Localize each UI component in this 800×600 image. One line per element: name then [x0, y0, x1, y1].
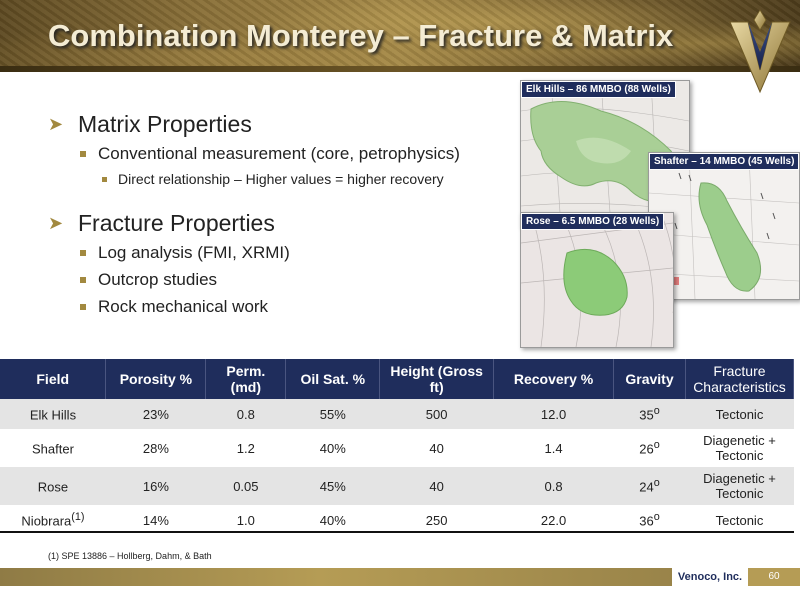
cell-field: Rose [0, 467, 106, 505]
cell-recovery: 12.0 [493, 399, 614, 429]
cell-field: Elk Hills [0, 399, 106, 429]
cell-gravity: 24o [613, 467, 686, 505]
table-bottom-rule [0, 531, 794, 533]
map-rose-image [521, 213, 673, 347]
cell-gravity: 26o [613, 429, 686, 467]
cell-fracture: Diagenetic + Tectonic [685, 429, 794, 467]
bullet-fracture-item: Outcrop studies [48, 266, 508, 293]
cell-height: 250 [379, 505, 494, 535]
footnote: (1) SPE 13886 – Hollberg, Dahm, & Bath [48, 551, 212, 561]
bullet-matrix-sub-text: Conventional measurement (core, petrophy… [98, 144, 460, 163]
square-bullet-icon [80, 151, 86, 157]
cell-fracture: Tectonic [685, 399, 794, 429]
table-row: Rose 16% 0.05 45% 40 0.8 24o Diagenetic … [0, 467, 794, 505]
col-header-fracture: Fracture Characteristics [685, 359, 795, 399]
cell-height: 40 [379, 467, 494, 505]
col-header-porosity: Porosity % [105, 359, 207, 399]
col-header-height: Height (Gross ft) [379, 359, 495, 399]
table-header-row: Field Porosity % Perm. (md) Oil Sat. % H… [0, 359, 795, 399]
bullet-matrix-sub: Conventional measurement (core, petrophy… [48, 140, 508, 167]
bullet-fracture-item-text: Outcrop studies [98, 270, 218, 289]
map-elk-hills-label: Elk Hills – 86 MMBO (88 Wells) [521, 81, 676, 98]
bullet-matrix-heading: Matrix Properties [78, 111, 252, 137]
map-rose: Rose – 6.5 MMBO (28 Wells) [520, 212, 674, 348]
square-bullet-icon [80, 250, 86, 256]
cell-porosity: 16% [105, 467, 206, 505]
cell-oil-sat: 40% [285, 505, 380, 535]
col-header-field: Field [0, 359, 107, 399]
footer-company: Venoco, Inc. [672, 566, 748, 588]
bullet-fracture-item: Rock mechanical work [48, 293, 508, 320]
map-shafter-label: Shafter – 14 MMBO (45 Wells) [649, 153, 799, 170]
page-number: 60 [748, 568, 800, 586]
bullet-fracture: ➤ Fracture Properties [48, 207, 508, 239]
table-row: Elk Hills 23% 0.8 55% 500 12.0 35o Tecto… [0, 399, 794, 429]
bullet-matrix: ➤ Matrix Properties [48, 108, 508, 140]
square-bullet-icon [102, 177, 107, 182]
cell-porosity: 28% [105, 429, 206, 467]
square-bullet-icon [80, 304, 86, 310]
venoco-logo-icon [729, 9, 791, 94]
col-header-gravity: Gravity [613, 359, 686, 399]
bullet-matrix-detail: Direct relationship – Higher values = hi… [48, 167, 508, 191]
bullet-fracture-item-text: Rock mechanical work [98, 297, 269, 316]
cell-porosity: 14% [105, 505, 206, 535]
col-header-recovery: Recovery % [493, 359, 614, 399]
cell-porosity: 23% [105, 399, 206, 429]
col-header-perm: Perm. (md) [205, 359, 287, 399]
cell-fracture: Diagenetic + Tectonic [685, 467, 794, 505]
table-row: Niobrara(1) 14% 1.0 40% 250 22.0 36o Tec… [0, 505, 794, 535]
cell-recovery: 1.4 [493, 429, 614, 467]
map-rose-label: Rose – 6.5 MMBO (28 Wells) [521, 213, 665, 230]
cell-perm: 0.05 [205, 467, 286, 505]
map-elk-hills: Elk Hills – 86 MMBO (88 Wells) [520, 80, 690, 228]
bullet-list: ➤ Matrix Properties Conventional measure… [48, 108, 508, 320]
cell-oil-sat: 40% [285, 429, 380, 467]
cell-height: 40 [379, 429, 494, 467]
cell-gravity: 36o [613, 505, 686, 535]
header-divider [0, 66, 800, 72]
map-shafter-image [649, 153, 799, 299]
slide-title: Combination Monterey – Fracture & Matrix [48, 18, 674, 53]
cell-oil-sat: 55% [285, 399, 380, 429]
arrow-bullet-icon: ➤ [48, 114, 64, 134]
cell-recovery: 22.0 [493, 505, 614, 535]
footer-bar [0, 568, 800, 586]
cell-field: Niobrara(1) [0, 505, 106, 535]
cell-fracture: Tectonic [685, 505, 794, 535]
cell-perm: 1.2 [205, 429, 286, 467]
cell-gravity: 35o [613, 399, 686, 429]
cell-perm: 0.8 [205, 399, 286, 429]
bullet-fracture-item-text: Log analysis (FMI, XRMI) [98, 243, 290, 262]
cell-oil-sat: 45% [285, 467, 380, 505]
arrow-bullet-icon: ➤ [48, 213, 64, 233]
bullet-matrix-detail-text: Direct relationship – Higher values = hi… [118, 171, 444, 187]
bullet-fracture-heading: Fracture Properties [78, 210, 275, 236]
cell-height: 500 [379, 399, 494, 429]
cell-recovery: 0.8 [493, 467, 614, 505]
field-properties-table: Field Porosity % Perm. (md) Oil Sat. % H… [0, 359, 795, 535]
bullet-fracture-item: Log analysis (FMI, XRMI) [48, 239, 508, 266]
col-header-oil-sat: Oil Sat. % [285, 359, 381, 399]
header-banner [0, 0, 800, 72]
cell-field: Shafter [0, 429, 106, 467]
cell-perm: 1.0 [205, 505, 286, 535]
table-row: Shafter 28% 1.2 40% 40 1.4 26o Diageneti… [0, 429, 794, 467]
square-bullet-icon [80, 277, 86, 283]
